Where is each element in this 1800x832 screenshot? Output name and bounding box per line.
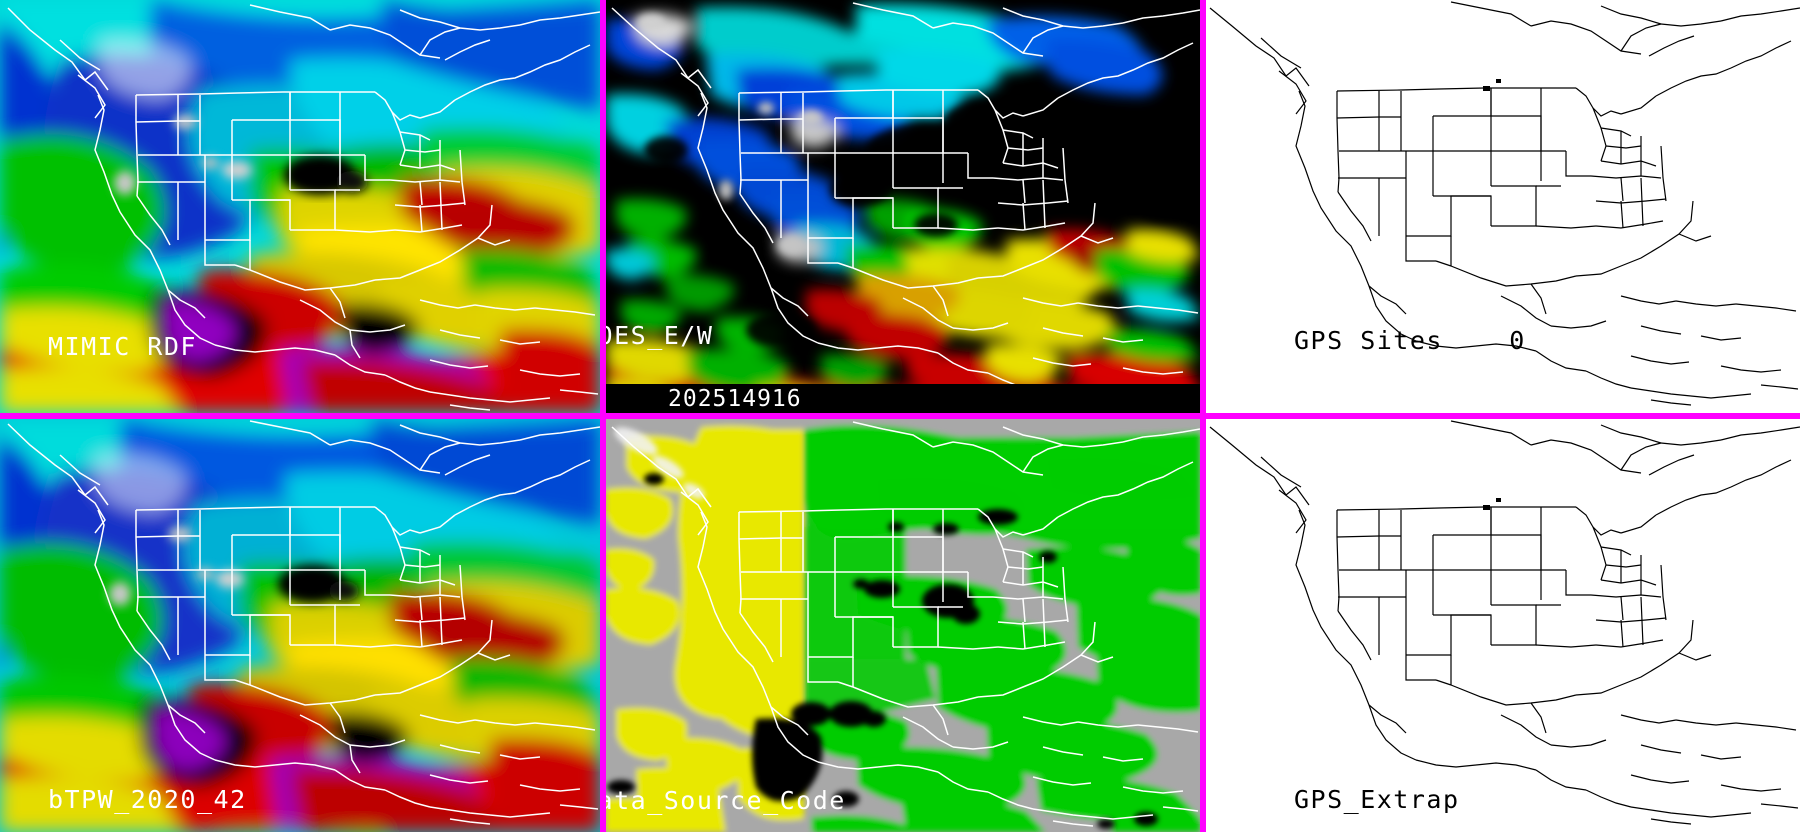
panel-label-data-source-code: Data_Source_Code (606, 786, 846, 815)
panel-label-gps-sites: GPS Sites 0 (1294, 326, 1526, 355)
panel-gps-extrap[interactable]: GPS_Extrap (1206, 419, 1800, 832)
map-overlay-gps-extrap (1206, 419, 1800, 832)
panel-mimic-rdf[interactable]: MIMIC RDF (0, 0, 600, 413)
panel-goes-ew[interactable]: GOES_E/W (606, 0, 1200, 413)
panel-gps-sites[interactable]: GPS Sites 0 (1206, 0, 1800, 413)
gps-sites-count: 0 (1509, 326, 1526, 355)
timestamp-value: 202514916 (668, 386, 802, 412)
horizontal-divider (0, 413, 1800, 419)
timestamp-banner: 202514916 (606, 384, 1200, 413)
panel-data-source-code[interactable]: Data_Source_Code (606, 419, 1200, 832)
retrieval-field-goes (606, 0, 1200, 413)
tpw-field-btpw (0, 419, 600, 832)
panel-label-btpw: bTPW_2020_42 (48, 785, 247, 814)
source-code-field (606, 419, 1200, 832)
gps-sites-label-text: GPS Sites (1294, 326, 1443, 355)
panel-label-goes-ew: GOES_E/W (606, 321, 714, 350)
panel-label-gps-extrap: GPS_Extrap (1294, 785, 1460, 814)
panel-btpw[interactable]: bTPW_2020_42 (0, 419, 600, 832)
gps-sites-spacer (1443, 326, 1509, 355)
panel-label-mimic-rdf: MIMIC RDF (48, 332, 197, 361)
